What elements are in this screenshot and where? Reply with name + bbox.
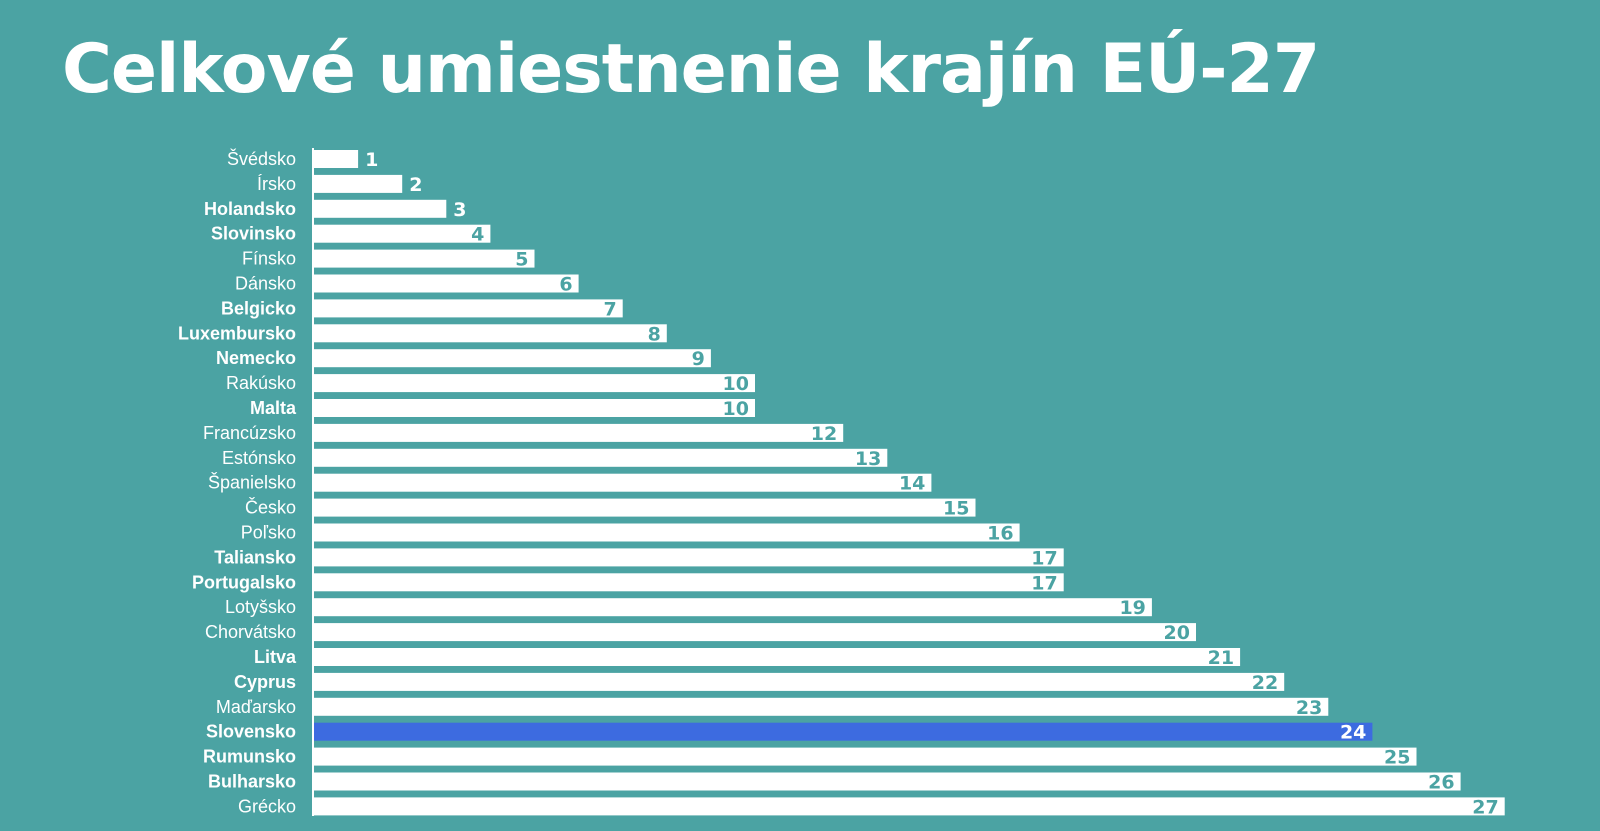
category-label-holandsko: Holandsko bbox=[204, 199, 296, 219]
value-label-slovinsko: 4 bbox=[471, 224, 484, 246]
bar-irsko bbox=[314, 174, 403, 193]
category-label-malta: Malta bbox=[250, 398, 297, 418]
value-label-portugalsko: 17 bbox=[1031, 572, 1057, 594]
category-label-portugalsko: Portugalsko bbox=[192, 572, 296, 592]
value-label-bulharsko: 26 bbox=[1428, 772, 1454, 794]
category-label-belgicko: Belgicko bbox=[221, 298, 296, 318]
value-label-cesko: 15 bbox=[943, 498, 969, 520]
bar-finsko bbox=[314, 249, 535, 268]
bar-bulharsko bbox=[314, 772, 1461, 791]
value-label-irsko: 2 bbox=[409, 174, 422, 196]
category-label-estonsko: Estónsko bbox=[222, 448, 296, 468]
category-label-litva: Litva bbox=[254, 647, 297, 667]
bar-luxembursko bbox=[314, 324, 667, 343]
bar-estonsko bbox=[314, 448, 888, 467]
bar-cesko bbox=[314, 498, 976, 517]
chart-title: Celkové umiestnenie krajín EÚ-27 bbox=[62, 30, 1320, 109]
category-label-nemecko: Nemecko bbox=[216, 348, 296, 368]
bar-malta bbox=[314, 399, 755, 417]
category-label-slovinsko: Slovinsko bbox=[211, 224, 296, 244]
value-label-taliansko: 17 bbox=[1031, 547, 1057, 569]
category-label-dansko: Dánsko bbox=[235, 274, 296, 294]
category-label-chorvatsko: Chorvátsko bbox=[205, 622, 296, 642]
value-labels-group: 1234567891010121314151617171920212223242… bbox=[365, 149, 1499, 818]
category-label-grecko: Grécko bbox=[238, 796, 296, 816]
value-label-francuzsko: 12 bbox=[811, 423, 837, 445]
bar-slovensko bbox=[314, 722, 1373, 741]
bar-polsko bbox=[314, 523, 1020, 542]
value-label-lotyssko: 19 bbox=[1119, 597, 1145, 619]
bar-madarsko bbox=[314, 697, 1329, 716]
category-label-irsko: Írsko bbox=[257, 174, 296, 194]
bar-portugalsko bbox=[314, 573, 1064, 592]
bar-holandsko bbox=[314, 199, 447, 218]
value-label-malta: 10 bbox=[723, 398, 749, 420]
value-label-grecko: 27 bbox=[1472, 796, 1498, 818]
bar-chorvatsko bbox=[314, 623, 1196, 642]
value-label-spanielsko: 14 bbox=[899, 473, 925, 495]
bar-svedsko bbox=[314, 150, 359, 168]
category-label-polsko: Poľsko bbox=[241, 523, 296, 543]
value-label-belgicko: 7 bbox=[603, 298, 616, 320]
value-label-chorvatsko: 20 bbox=[1164, 622, 1190, 644]
category-label-luxembursko: Luxembursko bbox=[178, 323, 296, 343]
value-label-nemecko: 9 bbox=[692, 348, 705, 370]
category-label-cesko: Česko bbox=[245, 497, 296, 518]
bar-litva bbox=[314, 648, 1241, 666]
value-label-luxembursko: 8 bbox=[648, 323, 661, 345]
bar-dansko bbox=[314, 274, 579, 293]
category-label-lotyssko: Lotyšsko bbox=[225, 597, 296, 617]
category-label-taliansko: Taliansko bbox=[214, 547, 296, 567]
value-label-cyprus: 22 bbox=[1252, 672, 1278, 694]
value-label-slovensko: 24 bbox=[1340, 722, 1366, 744]
bar-lotyssko bbox=[314, 598, 1152, 617]
bar-nemecko bbox=[314, 349, 711, 368]
bar-cyprus bbox=[314, 672, 1285, 691]
bar-taliansko bbox=[314, 548, 1064, 567]
value-label-svedsko: 1 bbox=[365, 149, 378, 171]
value-label-madarsko: 23 bbox=[1296, 697, 1322, 719]
bar-slovinsko bbox=[314, 224, 491, 243]
value-label-holandsko: 3 bbox=[453, 199, 466, 221]
category-label-finsko: Fínsko bbox=[242, 249, 296, 269]
category-label-francuzsko: Francúzsko bbox=[203, 423, 296, 443]
value-label-estonsko: 13 bbox=[855, 448, 881, 470]
bar-rakusko bbox=[314, 374, 755, 393]
category-label-madarsko: Maďarsko bbox=[216, 697, 296, 717]
category-label-spanielsko: Španielsko bbox=[208, 472, 296, 493]
value-label-dansko: 6 bbox=[559, 274, 572, 296]
bar-grecko bbox=[314, 797, 1505, 816]
bar-francuzsko bbox=[314, 423, 844, 442]
bar-belgicko bbox=[314, 299, 623, 318]
value-label-rumunsko: 25 bbox=[1384, 747, 1410, 769]
category-label-cyprus: Cyprus bbox=[234, 672, 296, 692]
category-label-rakusko: Rakúsko bbox=[226, 373, 296, 393]
value-label-rakusko: 10 bbox=[723, 373, 749, 395]
bar-rumunsko bbox=[314, 747, 1417, 766]
bars-group bbox=[314, 150, 1505, 816]
bar-spanielsko bbox=[314, 473, 932, 492]
category-label-bulharsko: Bulharsko bbox=[208, 772, 296, 792]
category-label-svedsko: Švédsko bbox=[227, 148, 296, 169]
value-label-polsko: 16 bbox=[987, 523, 1013, 545]
category-label-rumunsko: Rumunsko bbox=[203, 747, 296, 767]
category-labels-group: Švédsko Írsko Holandsko Slovinsko Fínsko Dáns… bbox=[178, 148, 297, 816]
category-label-slovensko: Slovensko bbox=[206, 722, 296, 742]
value-label-litva: 21 bbox=[1208, 647, 1234, 669]
value-label-finsko: 5 bbox=[515, 249, 528, 271]
